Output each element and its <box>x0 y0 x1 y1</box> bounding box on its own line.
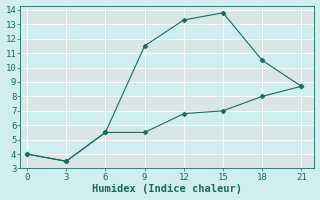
Bar <box>20 39 315 53</box>
Bar <box>20 154 315 168</box>
X-axis label: Humidex (Indice chaleur): Humidex (Indice chaleur) <box>92 184 243 194</box>
Bar <box>20 10 315 24</box>
Bar <box>20 125 315 140</box>
Bar <box>20 68 315 82</box>
Bar <box>20 96 315 111</box>
